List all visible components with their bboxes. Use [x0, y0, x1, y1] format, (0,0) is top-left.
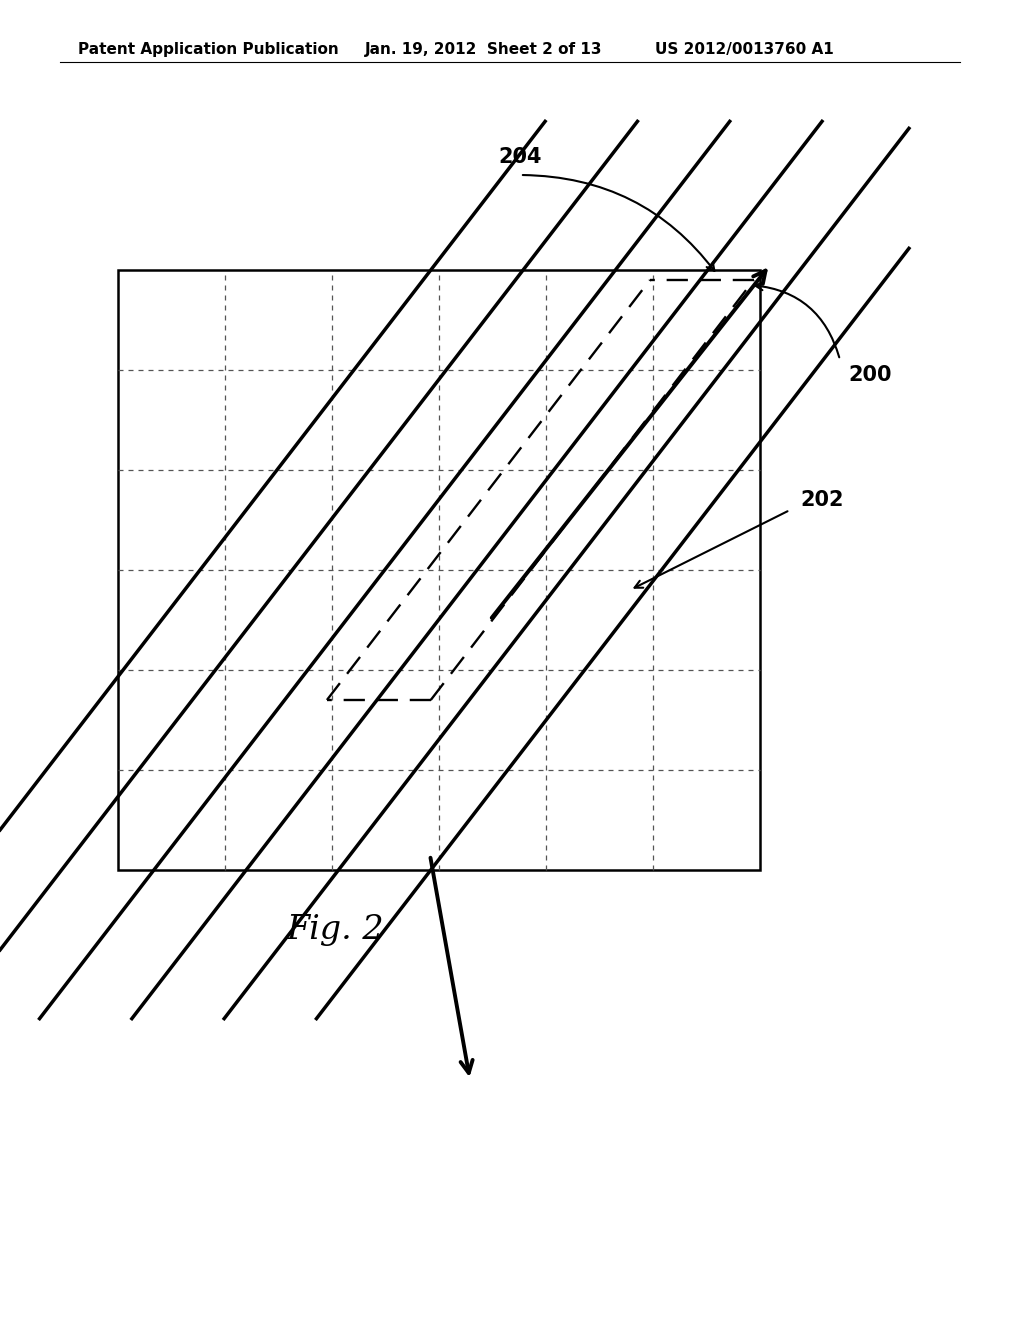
Text: US 2012/0013760 A1: US 2012/0013760 A1 — [655, 42, 834, 57]
Text: Patent Application Publication: Patent Application Publication — [78, 42, 339, 57]
Text: Jan. 19, 2012  Sheet 2 of 13: Jan. 19, 2012 Sheet 2 of 13 — [365, 42, 602, 57]
Text: 200: 200 — [848, 366, 892, 385]
Text: 204: 204 — [499, 147, 542, 168]
Text: 202: 202 — [800, 490, 844, 510]
Bar — [118, 271, 760, 870]
Text: Fig. 2: Fig. 2 — [286, 913, 384, 946]
